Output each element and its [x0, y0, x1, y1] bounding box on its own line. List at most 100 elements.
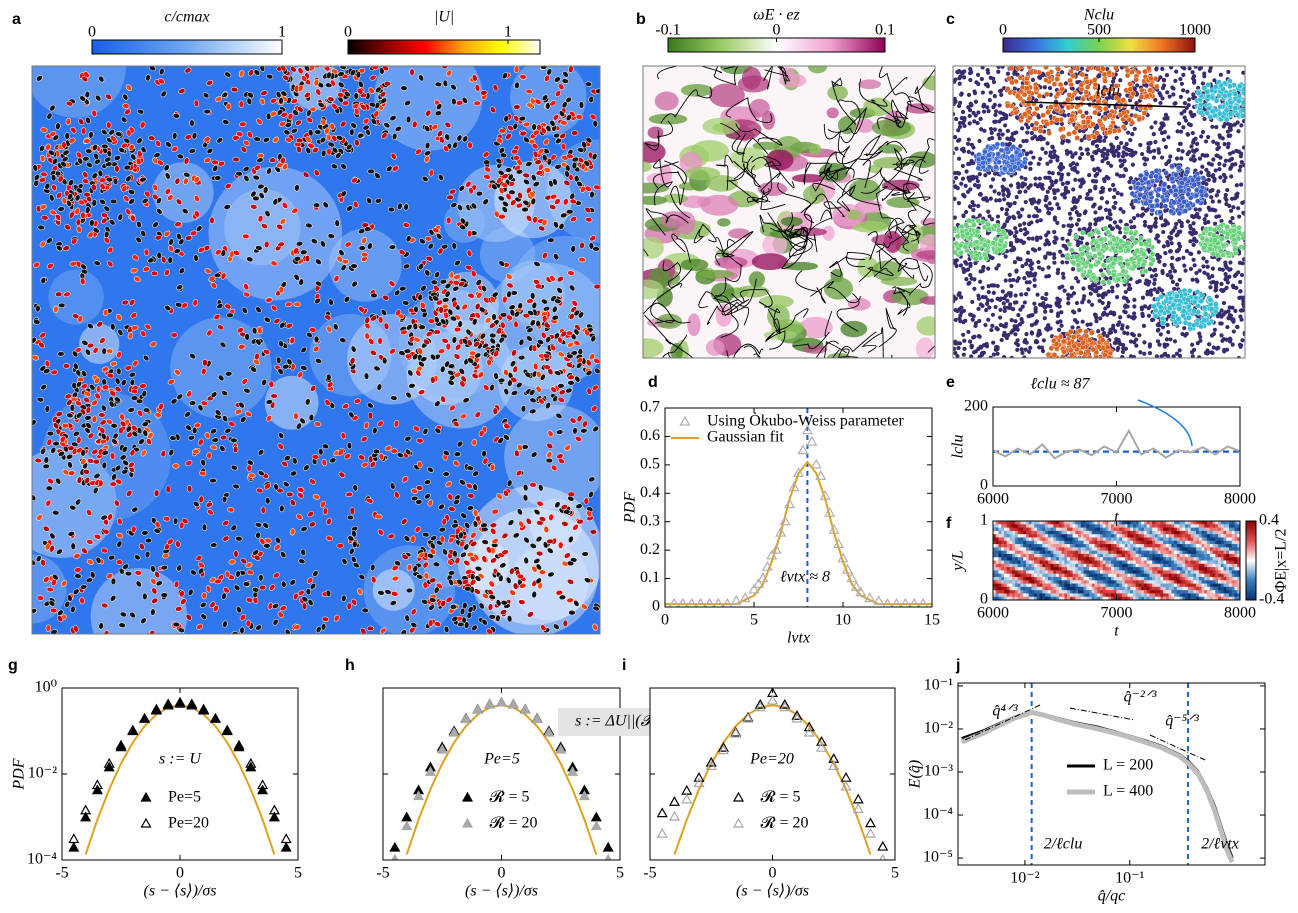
particle: [1191, 243, 1195, 247]
particle: [1115, 348, 1119, 352]
particle: [290, 56, 298, 63]
particle: [428, 620, 433, 627]
particle: [351, 264, 358, 269]
particle: [1181, 256, 1185, 260]
particle: [1214, 168, 1218, 172]
particle: [978, 280, 982, 284]
particle: [983, 323, 987, 327]
particle: [243, 581, 250, 586]
particle: [513, 104, 520, 109]
particle: [269, 381, 274, 388]
particle: [1121, 150, 1125, 154]
particle: [1186, 152, 1190, 156]
particle: [321, 623, 326, 630]
particle: [1036, 260, 1040, 264]
particle: [1192, 348, 1196, 352]
particle: [312, 454, 319, 459]
particle: [1163, 251, 1167, 255]
particle: [1004, 278, 1008, 282]
particle: [1015, 348, 1019, 352]
particle: [410, 69, 415, 76]
particle: [300, 250, 307, 255]
particle: [499, 214, 506, 219]
particle: [1034, 321, 1038, 325]
particle: [961, 177, 965, 181]
particle: [584, 498, 589, 505]
particle: [1033, 248, 1037, 252]
particle: [1236, 129, 1240, 133]
particle: [206, 452, 211, 459]
particle: [961, 193, 965, 197]
particle: [1154, 66, 1158, 70]
particle: [1162, 244, 1166, 248]
vorticity-blob: [717, 218, 730, 227]
particle: [413, 323, 418, 330]
particle: [53, 306, 58, 313]
particle: [1069, 163, 1073, 167]
particle: [1242, 163, 1246, 167]
particle: [968, 204, 972, 208]
particle: [1071, 187, 1075, 191]
particle: [1016, 256, 1020, 260]
particle: [522, 207, 529, 212]
particle: [513, 155, 520, 160]
vorticity-blob: [648, 127, 664, 139]
particle: [1181, 149, 1185, 153]
particle: [964, 277, 968, 281]
particle: [997, 263, 1001, 267]
particle: [994, 326, 998, 330]
particle: [1016, 313, 1020, 317]
particle: [570, 245, 575, 252]
particle: [202, 592, 207, 599]
particle: [1011, 307, 1015, 311]
particle: [72, 382, 77, 389]
particle: [1104, 292, 1108, 296]
particle: [1198, 208, 1202, 212]
particle: [1014, 268, 1018, 272]
particle: [1020, 351, 1024, 355]
particle: [1231, 285, 1235, 289]
particle: [1238, 168, 1242, 172]
particle: [1188, 66, 1192, 70]
particle: [1024, 200, 1028, 204]
vorticity-blob: [637, 196, 667, 205]
particle: [202, 359, 207, 366]
particle: [1173, 101, 1177, 105]
particle: [1073, 178, 1077, 182]
particle: [370, 293, 377, 298]
particle: [452, 550, 457, 557]
particle: [955, 309, 959, 313]
particle: [1048, 86, 1052, 90]
particle: [85, 148, 92, 153]
particle: [530, 482, 537, 487]
particle: [1035, 238, 1039, 242]
particle: [1231, 343, 1235, 347]
particle: [172, 463, 179, 468]
particle: [1134, 101, 1138, 105]
particle: [1183, 101, 1187, 105]
particle: [347, 515, 354, 520]
particle: [1228, 152, 1232, 156]
particle: [1126, 131, 1130, 135]
particle: [1081, 286, 1085, 290]
particle: [323, 508, 328, 515]
particle: [1224, 198, 1228, 202]
particle: [998, 308, 1002, 312]
particle: [1077, 308, 1081, 312]
particle: [308, 50, 316, 58]
particle: [364, 227, 371, 232]
particle: [1227, 268, 1231, 272]
particle: [1055, 221, 1059, 225]
particle: [1094, 150, 1098, 154]
particle: [1043, 316, 1047, 320]
particle: [405, 354, 412, 359]
particle: [1118, 159, 1122, 163]
particle: [1088, 226, 1092, 230]
particle: [1187, 122, 1191, 126]
particle: [547, 238, 554, 243]
particle: [1008, 204, 1012, 208]
particle: [1008, 273, 1012, 277]
particle: [986, 210, 990, 214]
particle: [1005, 188, 1009, 192]
